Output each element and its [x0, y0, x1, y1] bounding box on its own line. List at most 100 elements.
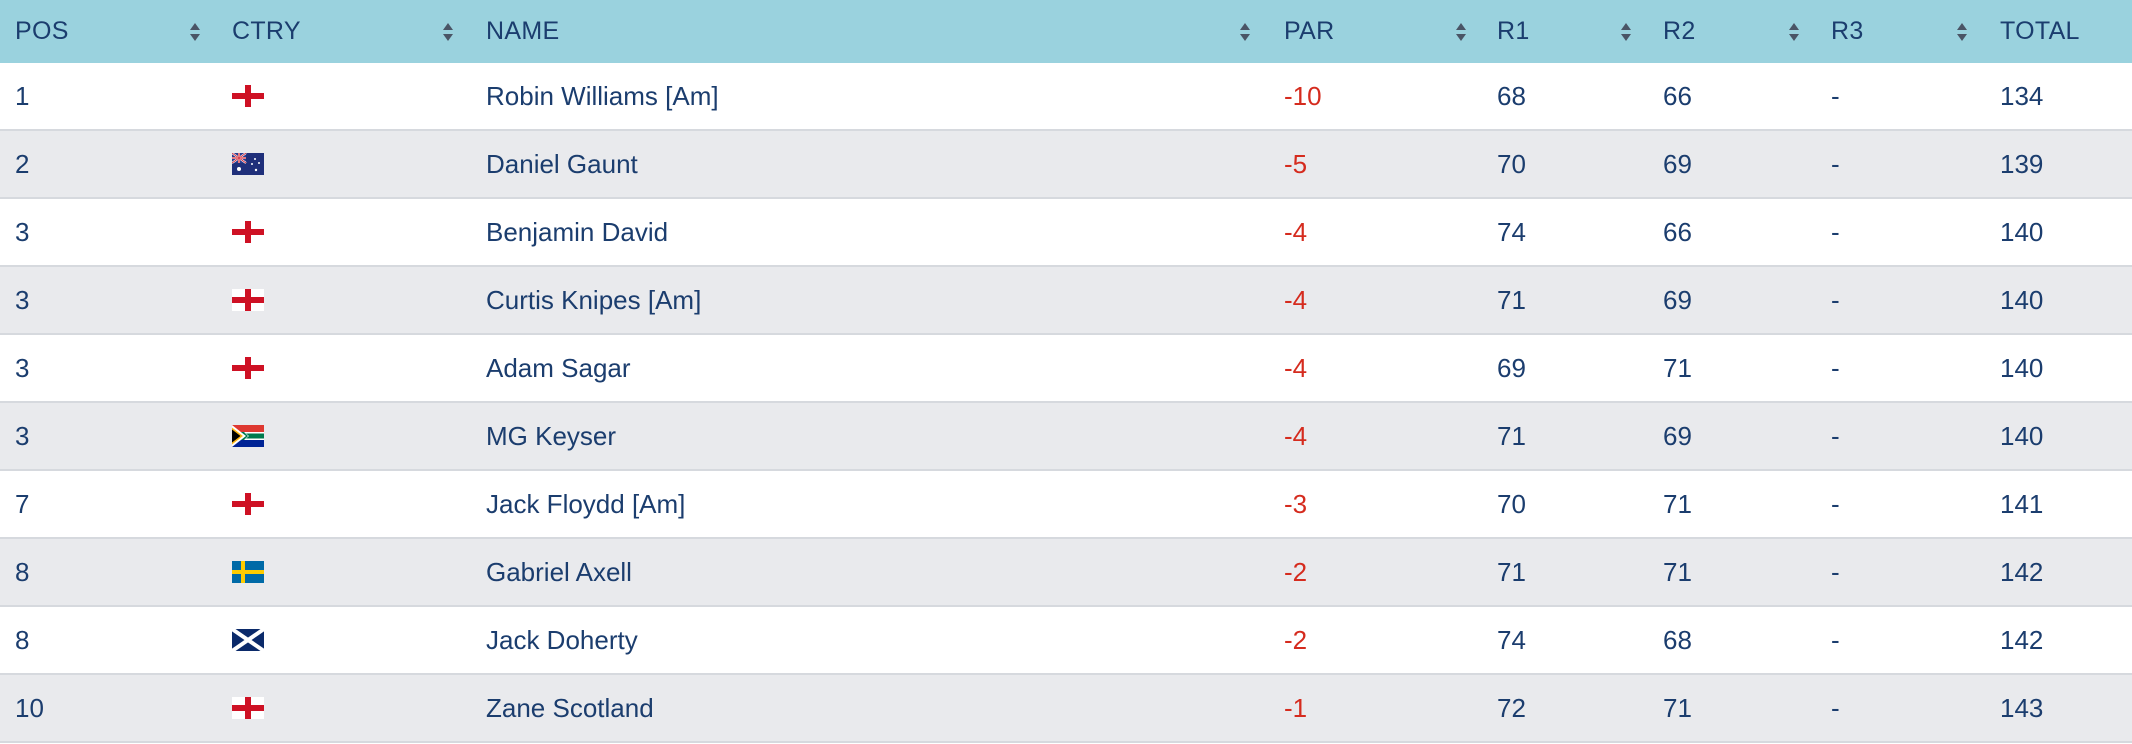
- cell-r2: 66: [1663, 216, 1692, 247]
- cell-total: 140: [2000, 284, 2044, 315]
- cell-ctry: [232, 675, 264, 741]
- sort-par-icon[interactable]: [1454, 0, 1468, 63]
- cell-par: -3: [1284, 488, 1308, 519]
- column-header-ctry[interactable]: CTRY: [232, 17, 301, 45]
- south-africa-flag-icon: [232, 425, 264, 447]
- cell-r3: -: [1831, 80, 1840, 111]
- cell-player-name[interactable]: Benjamin David: [486, 216, 669, 247]
- column-header-total[interactable]: TOTAL: [2000, 17, 2080, 45]
- cell-total: 140: [2000, 352, 2044, 383]
- cell-r3: -: [1831, 216, 1840, 247]
- cell-par: -10: [1284, 80, 1322, 111]
- cell-r1: 71: [1497, 284, 1526, 315]
- table-row[interactable]: 2 Daniel Gaunt -5 70 69 - 139: [0, 131, 2132, 199]
- cell-r2: 69: [1663, 420, 1692, 451]
- australia-flag-icon: [232, 153, 264, 175]
- table-row[interactable]: 8 Jack Doherty -2 74 68 - 142: [0, 607, 2132, 675]
- cell-r1: 69: [1497, 352, 1526, 383]
- cell-r1: 70: [1497, 488, 1526, 519]
- cell-total: 139: [2000, 148, 2044, 179]
- cell-r2: 71: [1663, 556, 1692, 587]
- cell-ctry: [232, 267, 264, 333]
- cell-r3: -: [1831, 148, 1840, 179]
- england-flag-icon: [232, 697, 264, 719]
- table-header: POS CTRY NAME PAR R1 R2 R3 TOTAL: [0, 0, 2132, 63]
- cell-player-name[interactable]: MG Keyser: [486, 420, 617, 451]
- sort-pos-icon[interactable]: [188, 0, 202, 63]
- cell-par: -4: [1284, 284, 1308, 315]
- cell-player-name[interactable]: Jack Floydd [Am]: [486, 488, 686, 519]
- cell-par: -2: [1284, 556, 1308, 587]
- cell-player-name[interactable]: Robin Williams [Am]: [486, 80, 719, 111]
- column-header-r3[interactable]: R3: [1831, 17, 1864, 45]
- table-row[interactable]: 1 Robin Williams [Am] -10 68 66 - 134: [0, 63, 2132, 131]
- cell-player-name[interactable]: Daniel Gaunt: [486, 148, 638, 179]
- cell-r3: -: [1831, 624, 1840, 655]
- cell-par: -2: [1284, 624, 1308, 655]
- cell-r2: 66: [1663, 80, 1692, 111]
- sort-r2-icon[interactable]: [1787, 0, 1801, 63]
- cell-r2: 68: [1663, 624, 1692, 655]
- england-flag-icon: [232, 493, 264, 515]
- sort-name-icon[interactable]: [1238, 0, 1252, 63]
- column-header-par[interactable]: PAR: [1284, 17, 1335, 45]
- cell-r3: -: [1831, 352, 1840, 383]
- table-row[interactable]: 3 Benjamin David -4 74 66 - 140: [0, 199, 2132, 267]
- sort-r3-icon[interactable]: [1955, 0, 1969, 63]
- cell-r2: 69: [1663, 284, 1692, 315]
- column-header-r2[interactable]: R2: [1663, 17, 1696, 45]
- cell-pos: 3: [15, 216, 30, 247]
- cell-pos: 3: [15, 284, 30, 315]
- sort-ctry-icon[interactable]: [441, 0, 455, 63]
- column-header-pos[interactable]: POS: [15, 17, 69, 45]
- cell-player-name[interactable]: Gabriel Axell: [486, 556, 632, 587]
- cell-par: -1: [1284, 692, 1308, 723]
- table-body: 1 Robin Williams [Am] -10 68 66 - 134 2 …: [0, 63, 2132, 743]
- cell-player-name[interactable]: Curtis Knipes [Am]: [486, 284, 702, 315]
- cell-r3: -: [1831, 692, 1840, 723]
- sort-r1-icon[interactable]: [1619, 0, 1633, 63]
- cell-pos: 3: [15, 420, 30, 451]
- column-header-name[interactable]: NAME: [486, 17, 560, 45]
- cell-par: -5: [1284, 148, 1308, 179]
- cell-r1: 74: [1497, 216, 1526, 247]
- cell-r1: 74: [1497, 624, 1526, 655]
- cell-ctry: [232, 607, 264, 673]
- table-row[interactable]: 8 Gabriel Axell -2 71 71 - 142: [0, 539, 2132, 607]
- column-header-r1[interactable]: R1: [1497, 17, 1530, 45]
- cell-pos: 1: [15, 80, 30, 111]
- cell-r2: 71: [1663, 692, 1692, 723]
- cell-pos: 10: [15, 692, 44, 723]
- cell-r3: -: [1831, 556, 1840, 587]
- cell-player-name[interactable]: Adam Sagar: [486, 352, 631, 383]
- england-flag-icon: [232, 221, 264, 243]
- cell-player-name[interactable]: Jack Doherty: [486, 624, 638, 655]
- cell-pos: 7: [15, 488, 30, 519]
- cell-ctry: [232, 403, 264, 469]
- england-flag-icon: [232, 289, 264, 311]
- table-row[interactable]: 10 Zane Scotland -1 72 71 - 143: [0, 675, 2132, 743]
- cell-r1: 71: [1497, 556, 1526, 587]
- cell-total: 140: [2000, 420, 2044, 451]
- cell-r1: 71: [1497, 420, 1526, 451]
- cell-r1: 70: [1497, 148, 1526, 179]
- table-row[interactable]: 7 Jack Floydd [Am] -3 70 71 - 141: [0, 471, 2132, 539]
- cell-player-name[interactable]: Zane Scotland: [486, 692, 654, 723]
- cell-ctry: [232, 131, 264, 197]
- cell-r1: 68: [1497, 80, 1526, 111]
- cell-r2: 71: [1663, 488, 1692, 519]
- cell-par: -4: [1284, 352, 1308, 383]
- table-row[interactable]: 3 MG Keyser -4 71 69 - 140: [0, 403, 2132, 471]
- cell-ctry: [232, 199, 264, 265]
- cell-pos: 8: [15, 624, 30, 655]
- cell-ctry: [232, 539, 264, 605]
- cell-par: -4: [1284, 420, 1308, 451]
- cell-r2: 69: [1663, 148, 1692, 179]
- table-row[interactable]: 3 Curtis Knipes [Am] -4 71 69 - 140: [0, 267, 2132, 335]
- cell-total: 140: [2000, 216, 2044, 247]
- cell-total: 142: [2000, 624, 2044, 655]
- table-row[interactable]: 3 Adam Sagar -4 69 71 - 140: [0, 335, 2132, 403]
- cell-r3: -: [1831, 488, 1840, 519]
- scotland-flag-icon: [232, 629, 264, 651]
- cell-ctry: [232, 471, 264, 537]
